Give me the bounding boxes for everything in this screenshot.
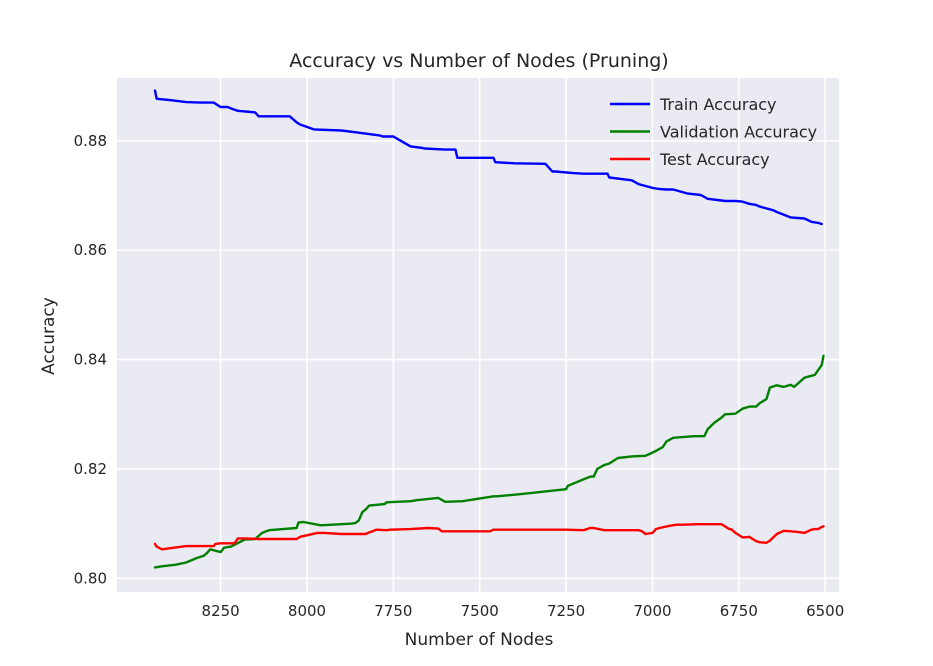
test-accuracy-legend-label: Test Accuracy xyxy=(659,150,770,169)
x-tick-label: 7500 xyxy=(461,602,499,620)
series-lines xyxy=(153,89,825,569)
train-accuracy-legend-label: Train Accuracy xyxy=(659,95,777,114)
grid xyxy=(117,78,839,592)
x-tick-label: 7750 xyxy=(374,602,412,620)
x-tick-label: 7250 xyxy=(547,602,585,620)
y-axis-label: Accuracy xyxy=(39,297,59,375)
train-accuracy-line xyxy=(153,89,823,226)
y-tick-label: 0.82 xyxy=(74,460,107,478)
x-axis-label: Number of Nodes xyxy=(405,630,554,650)
y-tick-label: 0.88 xyxy=(74,132,107,150)
y-tick-label: 0.80 xyxy=(74,569,107,587)
test-accuracy-line xyxy=(153,523,825,551)
x-tick-label: 6750 xyxy=(720,602,758,620)
x-tick-label: 6500 xyxy=(806,602,844,620)
validation-accuracy-line xyxy=(153,354,825,569)
x-tick-label: 7000 xyxy=(633,602,671,620)
tick-labels: 8250 8000 7750 7500 7250 7000 6750 6500 0.80 0.82… xyxy=(74,132,845,620)
legend: Train Accuracy Validation Accuracy Test Ac… xyxy=(610,95,817,169)
chart-title: Accuracy vs Number of Nodes (Pruning) xyxy=(289,50,668,72)
validation-accuracy-legend-label: Validation Accuracy xyxy=(660,123,817,142)
y-tick-label: 0.86 xyxy=(74,241,107,259)
x-tick-label: 8250 xyxy=(202,602,240,620)
plot-background xyxy=(117,78,839,592)
y-tick-label: 0.84 xyxy=(74,351,107,369)
plot-area xyxy=(117,78,839,592)
x-tick-label: 8000 xyxy=(288,602,326,620)
